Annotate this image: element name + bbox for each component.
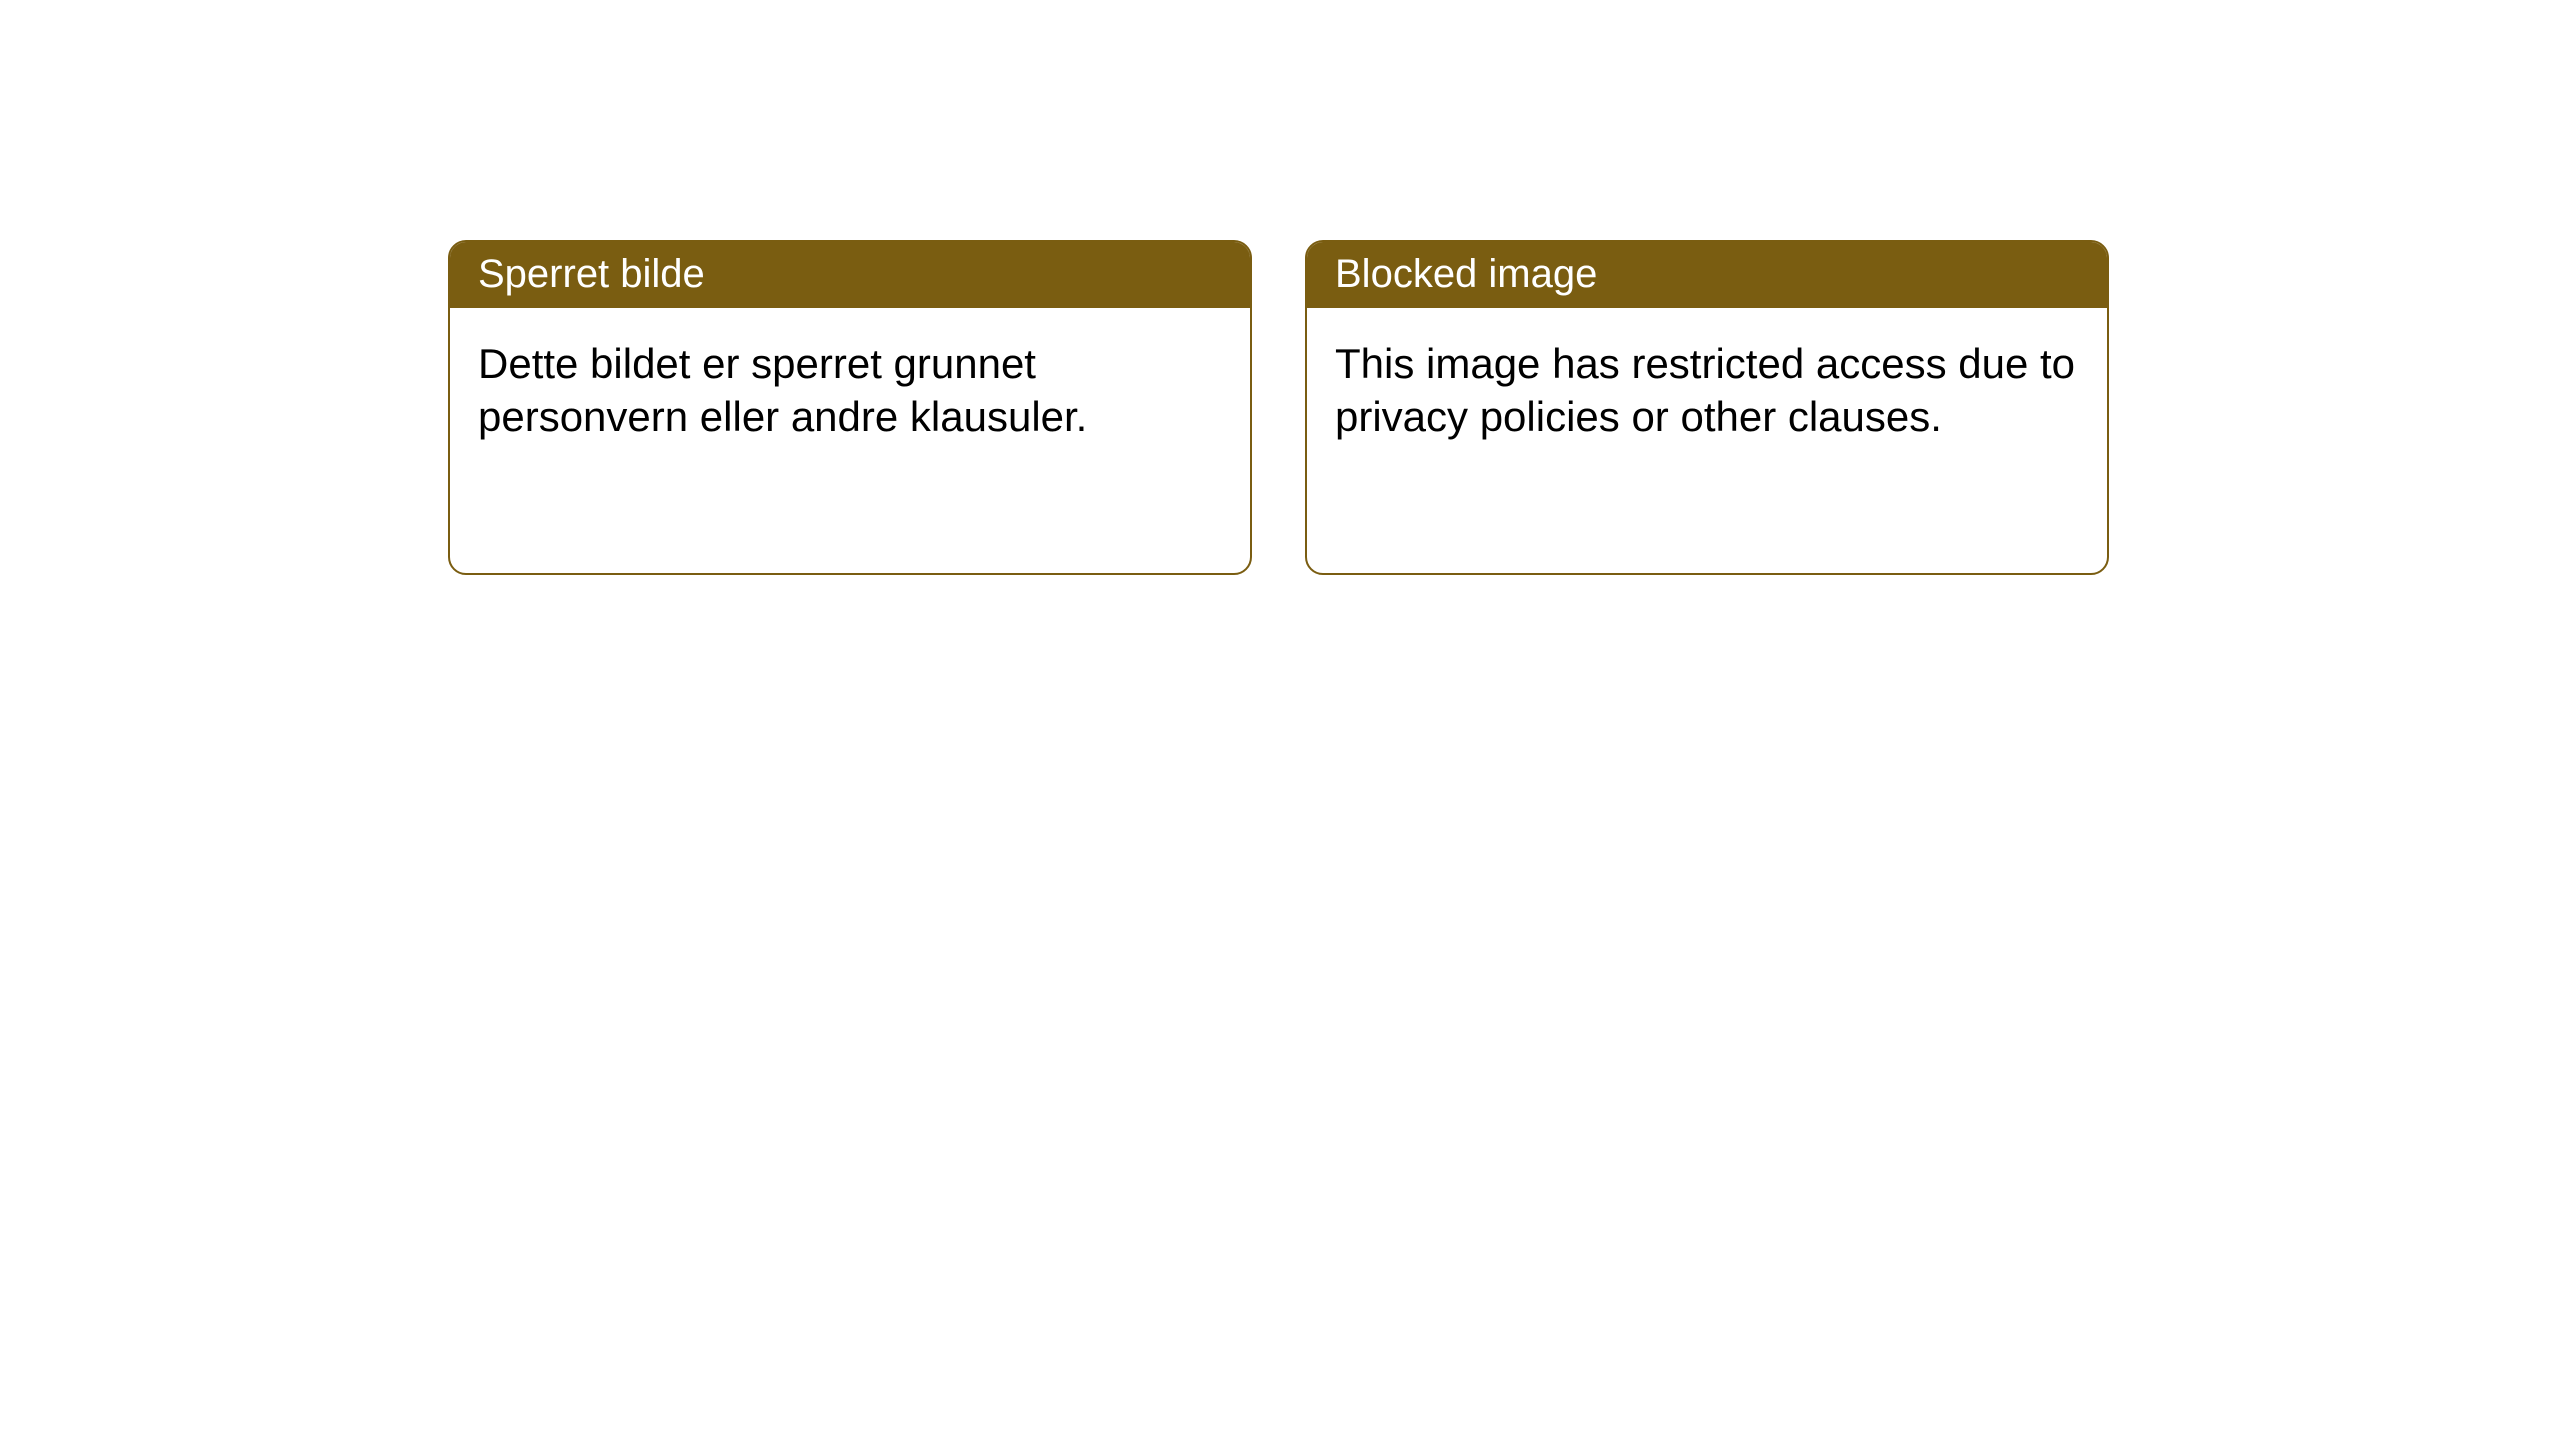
box-body-english: This image has restricted access due to … xyxy=(1307,308,2107,473)
box-body-norwegian: Dette bildet er sperret grunnet personve… xyxy=(450,308,1250,473)
box-header-english: Blocked image xyxy=(1307,242,2107,308)
box-title-english: Blocked image xyxy=(1335,252,1597,296)
box-header-norwegian: Sperret bilde xyxy=(450,242,1250,308)
box-title-norwegian: Sperret bilde xyxy=(478,252,705,296)
box-text-norwegian: Dette bildet er sperret grunnet personve… xyxy=(478,340,1087,440)
message-container: Sperret bilde Dette bildet er sperret gr… xyxy=(448,240,2109,575)
blocked-image-box-norwegian: Sperret bilde Dette bildet er sperret gr… xyxy=(448,240,1252,575)
box-text-english: This image has restricted access due to … xyxy=(1335,340,2075,440)
blocked-image-box-english: Blocked image This image has restricted … xyxy=(1305,240,2109,575)
